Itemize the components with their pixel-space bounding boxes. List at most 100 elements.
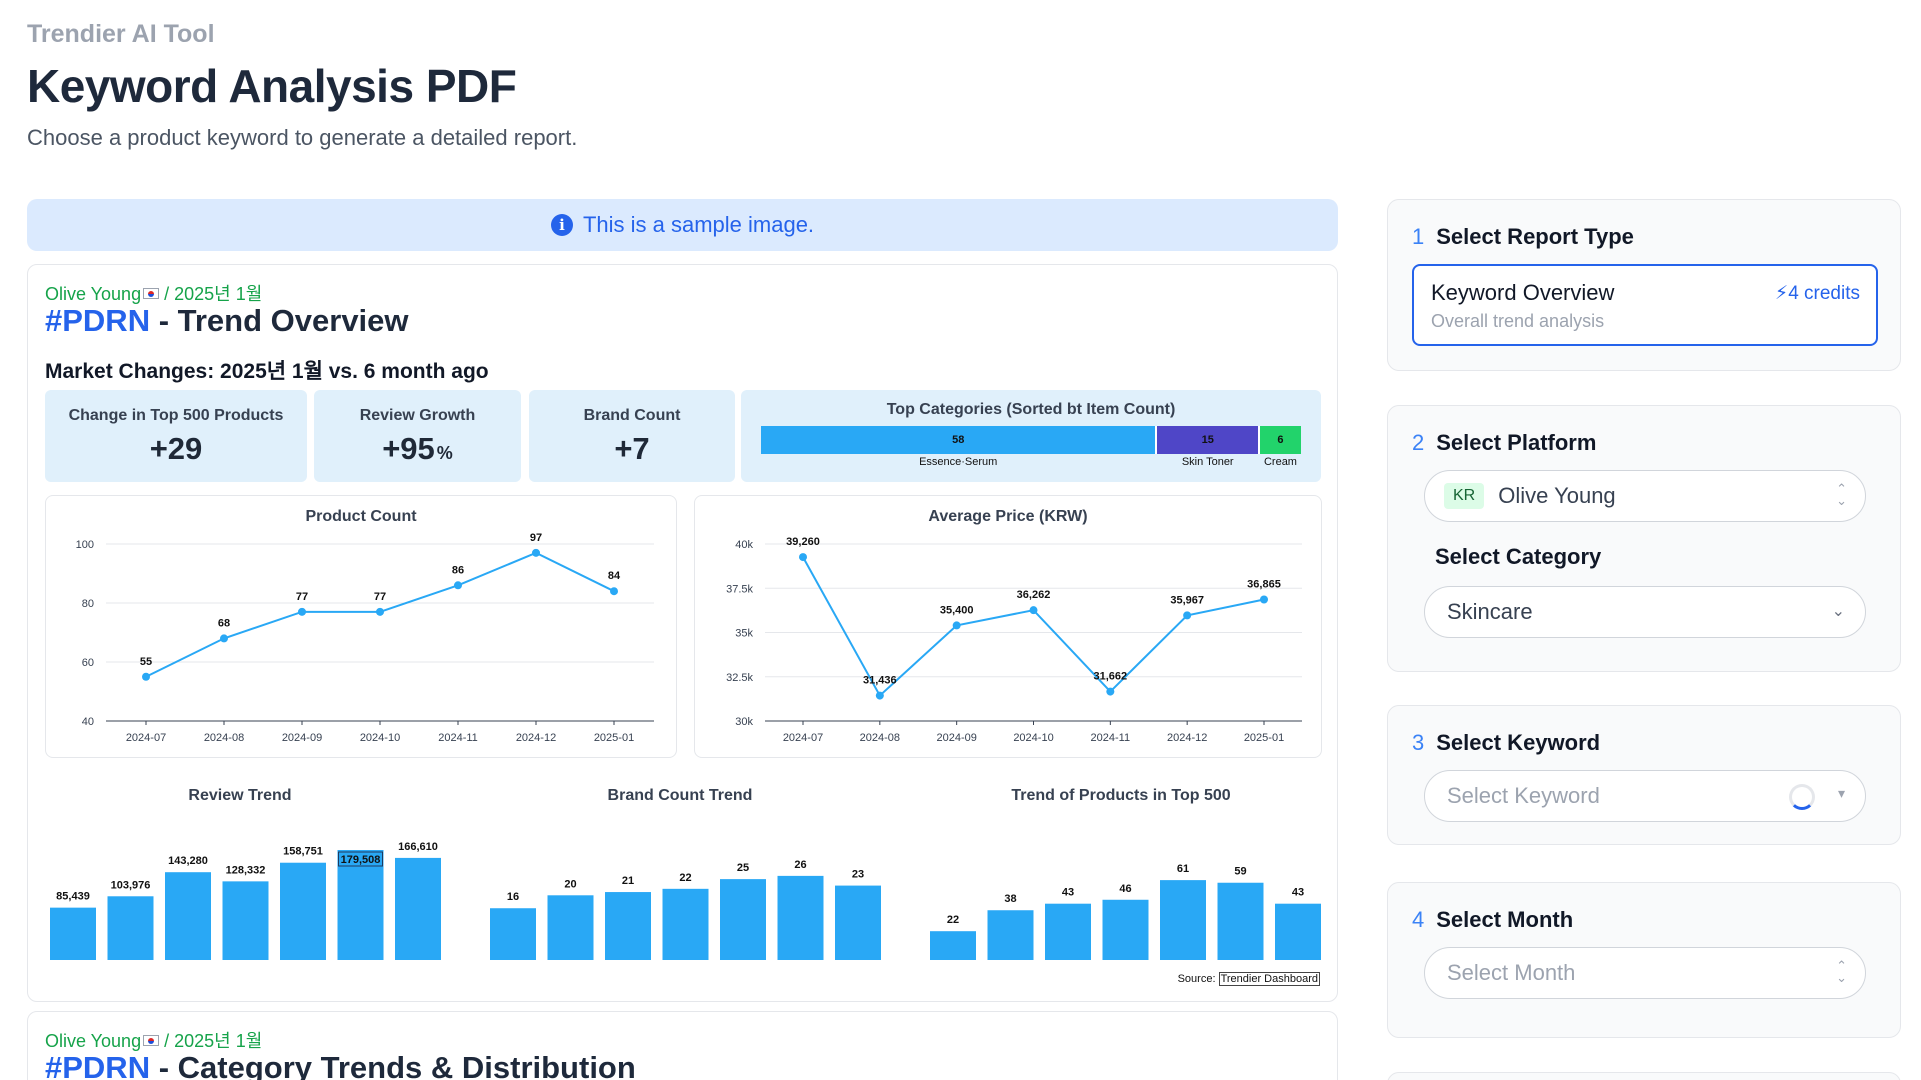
report-keyword: #PDRN: [45, 303, 151, 338]
month-select[interactable]: Select Month ⌃ ⌄: [1424, 947, 1866, 999]
platform-value: Olive Young: [1498, 483, 1616, 508]
stat-unit: %: [436, 443, 453, 463]
x-tick-label: 2024-10: [1013, 732, 1053, 744]
y-tick-label: 32.5k: [726, 672, 753, 684]
stat-card-brand-count: Brand Count +7: [529, 390, 735, 482]
data-label: 55: [140, 656, 152, 668]
data-point: [142, 672, 150, 681]
chart-title: Product Count: [305, 508, 417, 525]
category-label: Select Category: [1435, 544, 1602, 569]
bar: [222, 881, 269, 960]
loading-spinner-icon: [1789, 784, 1815, 810]
y-tick-label: 30k: [735, 716, 753, 728]
data-label: 36,865: [1247, 578, 1281, 590]
category-select[interactable]: Skincare ⌄: [1424, 586, 1866, 638]
bar: [547, 895, 594, 960]
bar: [605, 892, 651, 960]
bar-label: 16: [507, 891, 519, 903]
platform-select[interactable]: KR Olive Young ⌃ ⌄: [1424, 470, 1866, 522]
average-price-chart: Average Price (KRW) 30k 32.5k 35k 37.5k 40k 2…: [694, 495, 1322, 758]
bar: [987, 910, 1034, 960]
x-tick-label: 2024-12: [516, 732, 556, 744]
bar-label: 43: [1292, 887, 1304, 899]
bar: [490, 908, 536, 960]
data-point: [952, 621, 961, 630]
report-preview-trend-overview: Olive Young / 2025년 1월 #PDRN - Trend Ove…: [27, 264, 1338, 1002]
data-point: [532, 548, 540, 557]
bar: [107, 896, 154, 960]
option-subtitle: Overall trend analysis: [1431, 311, 1605, 331]
keyword-select[interactable]: Select Keyword ▾: [1424, 770, 1866, 822]
stat-value: +95%: [314, 431, 521, 467]
data-label: 86: [452, 564, 464, 576]
data-label: 36,262: [1017, 589, 1051, 601]
bar: [930, 931, 976, 960]
bar-label: 61: [1177, 863, 1189, 875]
x-tick-label: 2024-08: [860, 732, 900, 744]
bar: [337, 850, 384, 960]
review-trend-bar-svg: 85,439 103,976 143,280 128,332 158,751 179,50…: [50, 841, 441, 960]
info-icon: i: [550, 214, 573, 236]
page-title: Keyword Analysis PDF: [27, 60, 517, 112]
bar-highlight: [338, 851, 383, 867]
bar: [1102, 899, 1149, 960]
month-placeholder: Select Month: [1447, 960, 1576, 985]
option-title: Keyword Overview: [1431, 280, 1615, 305]
chart-title: Average Price (KRW): [928, 508, 1088, 525]
bar-label: 46: [1119, 883, 1131, 895]
data-point: [1183, 611, 1192, 620]
data-label: 31,436: [863, 675, 897, 687]
step-number: 4: [1412, 907, 1425, 932]
bar: [835, 885, 881, 960]
data-label: 97: [530, 532, 542, 544]
report-title: #PDRN - Category Trends & Distribution: [45, 1050, 636, 1080]
chart-title: Top Categories (Sorted bt Item Count): [886, 401, 1176, 418]
period-label: / 2025년 1월: [159, 1031, 263, 1051]
report-title-suffix: - Category Trends & Distribution: [150, 1050, 636, 1080]
option-credits: ⚡4 credits: [1775, 282, 1860, 305]
stat-card-top500: Change in Top 500 Products +29: [45, 390, 307, 482]
step-heading: 4 Select Month: [1412, 907, 1573, 933]
category-label: Cream: [1263, 456, 1297, 468]
bar-label: 38: [1004, 893, 1016, 905]
x-tick-label: 2024-12: [1167, 732, 1207, 744]
x-tick-label: 2025-01: [594, 732, 634, 744]
step-title: Select Keyword: [1436, 730, 1601, 755]
app-name: Trendier AI Tool: [27, 20, 215, 48]
report-breadcrumb: Olive Young / 2025년 1월: [45, 1027, 262, 1053]
panel-platform: 2 Select Platform KR Olive Young ⌃ ⌄ Selec…: [1387, 405, 1901, 672]
data-point: [799, 553, 807, 562]
step-heading: 2 Select Platform: [1412, 430, 1596, 456]
step-number: 2: [1412, 430, 1425, 455]
bar-label: 85,439: [56, 891, 90, 903]
market-changes-heading: Market Changes: 2025년 1월 vs. 6 month ago: [45, 360, 489, 383]
bar-label: 143,280: [168, 855, 208, 867]
y-tick-label: 100: [76, 539, 94, 551]
page-header: Trendier AI Tool Keyword Analysis PDF Ch…: [27, 20, 577, 151]
x-tick-label: 2024-07: [783, 732, 823, 744]
data-label: 35,400: [940, 604, 974, 616]
bar-label: 20: [564, 878, 576, 890]
report-type-option-keyword-overview[interactable]: Keyword Overview Overall trend analysis …: [1412, 264, 1878, 346]
x-tick-label: 2025-01: [1244, 732, 1284, 744]
chart-title-brand-count-trend: Brand Count Trend: [607, 787, 753, 804]
sample-notice: i This is a sample image.: [27, 199, 1338, 251]
bar-label: 21: [622, 875, 634, 887]
source-label: Source:: [1177, 973, 1216, 985]
country-badge: KR: [1444, 483, 1485, 509]
bar-label: 23: [852, 869, 864, 881]
platform-label: Olive Young: [45, 1031, 142, 1051]
step-heading: 1 Select Report Type: [1412, 224, 1634, 250]
category-label: Skin Toner: [1181, 456, 1234, 468]
x-tick-label: 2024-11: [438, 732, 478, 744]
bar: [395, 857, 441, 960]
updown-arrows-icon: ⌃ ⌄: [1836, 481, 1847, 508]
caret-down-icon: ▾: [1837, 785, 1845, 801]
data-point: [875, 691, 884, 700]
product-count-line-svg: 40 60 80 100 2024-07 2024-08 2024-09 2024-10 202…: [76, 532, 654, 744]
data-point: [1029, 606, 1038, 615]
data-label: 68: [218, 617, 230, 629]
report-title: #PDRN - Trend Overview: [45, 303, 409, 339]
data-point: [1106, 687, 1115, 696]
period-label: / 2025년 1월: [159, 284, 263, 304]
